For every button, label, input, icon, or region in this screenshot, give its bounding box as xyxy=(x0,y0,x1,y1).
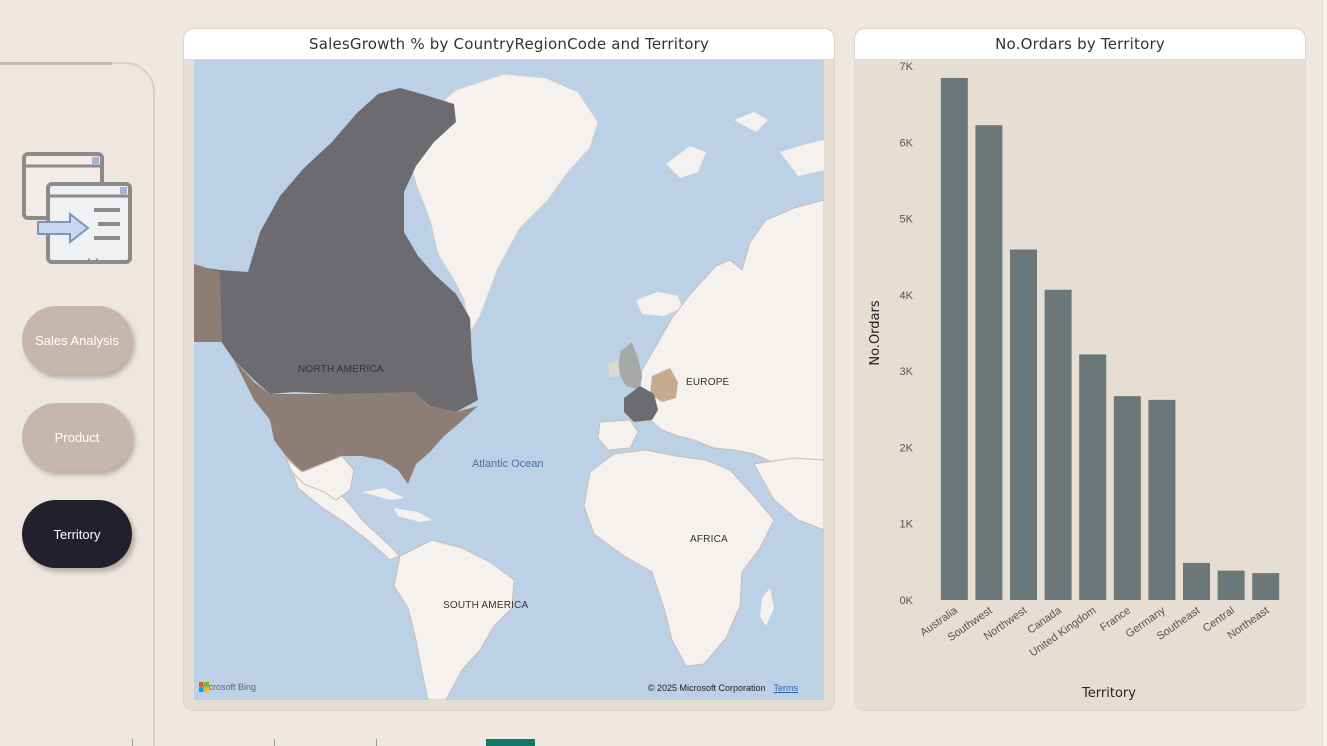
iceland-shape xyxy=(636,292,682,316)
greenland-shape xyxy=(407,73,599,334)
bar[interactable] xyxy=(1010,249,1037,600)
mexico-shape xyxy=(285,455,355,501)
caribbean-shape xyxy=(394,508,432,522)
tab-separator xyxy=(132,739,133,746)
y-tick-label: 2K xyxy=(900,442,914,454)
x-axis-title: Territory xyxy=(1081,686,1136,701)
alaska-shape xyxy=(194,264,222,342)
window-edge xyxy=(1322,0,1327,746)
arctic-islands-shape xyxy=(734,112,824,176)
y-tick-label: 7K xyxy=(900,61,914,73)
bing-logo-text: Microsoft Bing xyxy=(199,682,257,692)
ireland-shape xyxy=(608,360,620,378)
map-visual: SalesGrowth % by CountryRegionCode and T… xyxy=(183,28,835,711)
copyright-text: © 2025 Microsoft Corporation xyxy=(647,683,766,693)
nav-button-product[interactable]: Product xyxy=(22,403,132,471)
bar[interactable] xyxy=(975,125,1003,600)
bar[interactable] xyxy=(1252,573,1280,600)
map-label-atlantic-ocean: Atlantic Ocean xyxy=(472,458,544,470)
active-page-tab[interactable] xyxy=(486,739,535,746)
nav-button-territory[interactable]: Territory xyxy=(22,500,132,568)
africa-shape xyxy=(583,449,775,667)
bar-chart-visual: No.Ordars by Territory 0K 1K 2K 3K 4K 5K 6K 7K A… xyxy=(854,28,1306,711)
y-tick-label: 4K xyxy=(900,290,914,302)
y-tick-label: 0K xyxy=(900,595,914,607)
united-states-shape xyxy=(234,360,478,484)
bar[interactable] xyxy=(1183,562,1210,600)
tab-separator xyxy=(274,739,275,746)
nav-button-sales-analysis[interactable]: Sales Analysis xyxy=(22,306,132,374)
filled-map[interactable]: NORTH AMERICA EUROPE Atlantic Ocean AFRI… xyxy=(194,60,824,700)
svalbard-shape xyxy=(666,146,706,178)
terms-link[interactable]: Terms xyxy=(773,683,799,693)
page-tab-strip xyxy=(0,737,1327,746)
france-shape xyxy=(624,386,658,422)
map-copyright: © 2025 Microsoft Corporation Terms xyxy=(648,683,798,693)
y-tick-label: 3K xyxy=(900,366,914,378)
report-transfer-icon xyxy=(22,152,132,264)
madagascar-shape xyxy=(760,588,774,626)
map-visual-title: SalesGrowth % by CountryRegionCode and T… xyxy=(184,29,834,60)
cuba-shape xyxy=(362,488,404,500)
tab-separator xyxy=(376,739,377,746)
map-label-europe: EUROPE xyxy=(686,377,730,388)
chart-title: No.Ordars by Territory xyxy=(855,29,1305,60)
canada-shape xyxy=(194,88,478,412)
y-tick-label: 5K xyxy=(900,214,914,226)
y-axis-title: No.Ordars xyxy=(868,300,883,365)
y-tick-label: 6K xyxy=(900,137,914,149)
bar[interactable] xyxy=(1148,399,1176,600)
bar[interactable] xyxy=(1079,354,1107,600)
iberia-shape xyxy=(597,419,639,451)
map-label-north-america: NORTH AMERICA xyxy=(298,364,384,375)
bar-chart[interactable]: 0K1K2K3K4K5K6K7KAustraliaSouthwestNorthw… xyxy=(855,60,1306,711)
united-kingdom-shape xyxy=(618,342,642,390)
europe-shape xyxy=(633,199,824,481)
map-label-africa: AFRICA xyxy=(690,534,728,545)
south-america-shape xyxy=(393,539,515,700)
bar[interactable] xyxy=(1044,289,1072,600)
map-label-south-america: SOUTH AMERICA xyxy=(443,600,529,611)
bar[interactable] xyxy=(940,77,968,600)
bar[interactable] xyxy=(1113,396,1141,600)
bing-logo: Microsoft Bing xyxy=(199,682,256,692)
germany-shape xyxy=(650,368,678,402)
y-tick-label: 1K xyxy=(900,519,914,531)
middle-east-shape xyxy=(753,457,824,531)
microsoft-logo-icon xyxy=(199,682,209,692)
world-map-shapes xyxy=(194,73,824,700)
bar[interactable] xyxy=(1217,570,1245,600)
